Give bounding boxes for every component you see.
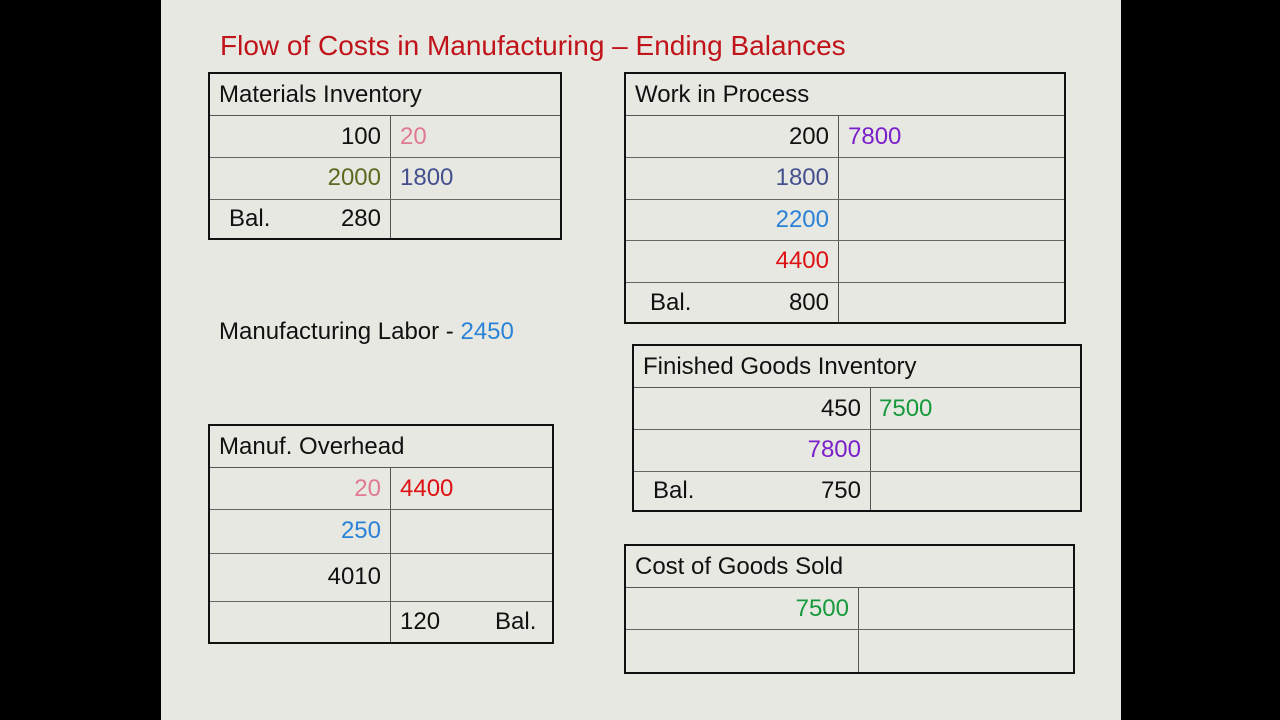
t-divider — [390, 116, 391, 238]
debit-entry: 20 — [354, 474, 381, 502]
labor-value: 2450 — [460, 318, 514, 345]
debit-entry: 7800 — [807, 436, 861, 463]
account-title: Manuf. Overhead — [210, 426, 552, 468]
finished-goods-inventory-account: Finished Goods Inventory 450 7500 7800 B… — [632, 344, 1082, 512]
t-divider — [838, 116, 839, 322]
account-title: Materials Inventory — [210, 74, 560, 116]
credit-entry: 7800 — [848, 122, 902, 150]
account-title: Cost of Goods Sold — [626, 546, 1073, 588]
debit-entry: 100 — [340, 122, 381, 150]
balance-value: 120 — [400, 608, 441, 635]
balance-value: 750 — [820, 477, 861, 504]
balance-label: Bal. — [653, 477, 695, 504]
credit-entry: 7500 — [879, 394, 933, 422]
balance-label: Bal. — [650, 288, 692, 316]
t-divider — [870, 388, 871, 510]
debit-entry: 1800 — [775, 164, 829, 191]
account-title: Finished Goods Inventory — [634, 346, 1080, 388]
credit-entry: 1800 — [400, 164, 454, 191]
t-divider — [390, 468, 391, 642]
manufacturing-labor-line: Manufacturing Labor - 2450 — [219, 318, 514, 346]
slide-title: Flow of Costs in Manufacturing – Ending … — [220, 30, 846, 61]
debit-entry: 450 — [820, 394, 861, 422]
debit-entry: 200 — [788, 122, 829, 150]
work-in-process-account: Work in Process 200 7800 1800 2200 4400 … — [624, 72, 1066, 324]
cost-of-goods-sold-account: Cost of Goods Sold 7500 — [624, 544, 1075, 674]
credit-entry: 4400 — [400, 474, 454, 502]
balance-value: 800 — [788, 288, 829, 316]
balance-label: Bal. — [229, 205, 271, 232]
balance-value: 280 — [340, 205, 381, 232]
debit-entry: 4010 — [327, 563, 381, 590]
credit-entry: 20 — [400, 122, 427, 150]
debit-entry: 4400 — [775, 247, 829, 274]
debit-entry: 2000 — [327, 164, 381, 191]
debit-entry: 2200 — [775, 205, 829, 233]
debit-entry: 250 — [340, 517, 381, 544]
debit-entry: 7500 — [795, 594, 849, 622]
t-divider — [858, 588, 859, 672]
account-title: Work in Process — [626, 74, 1064, 116]
balance-label: Bal. — [495, 608, 537, 635]
manufacturing-overhead-account: Manuf. Overhead 20 4400 250 4010 120 Bal… — [208, 424, 554, 644]
slide — [161, 0, 1121, 720]
materials-inventory-account: Materials Inventory 100 20 2000 1800 Bal… — [208, 72, 562, 240]
labor-label: Manufacturing Labor - — [219, 318, 461, 345]
